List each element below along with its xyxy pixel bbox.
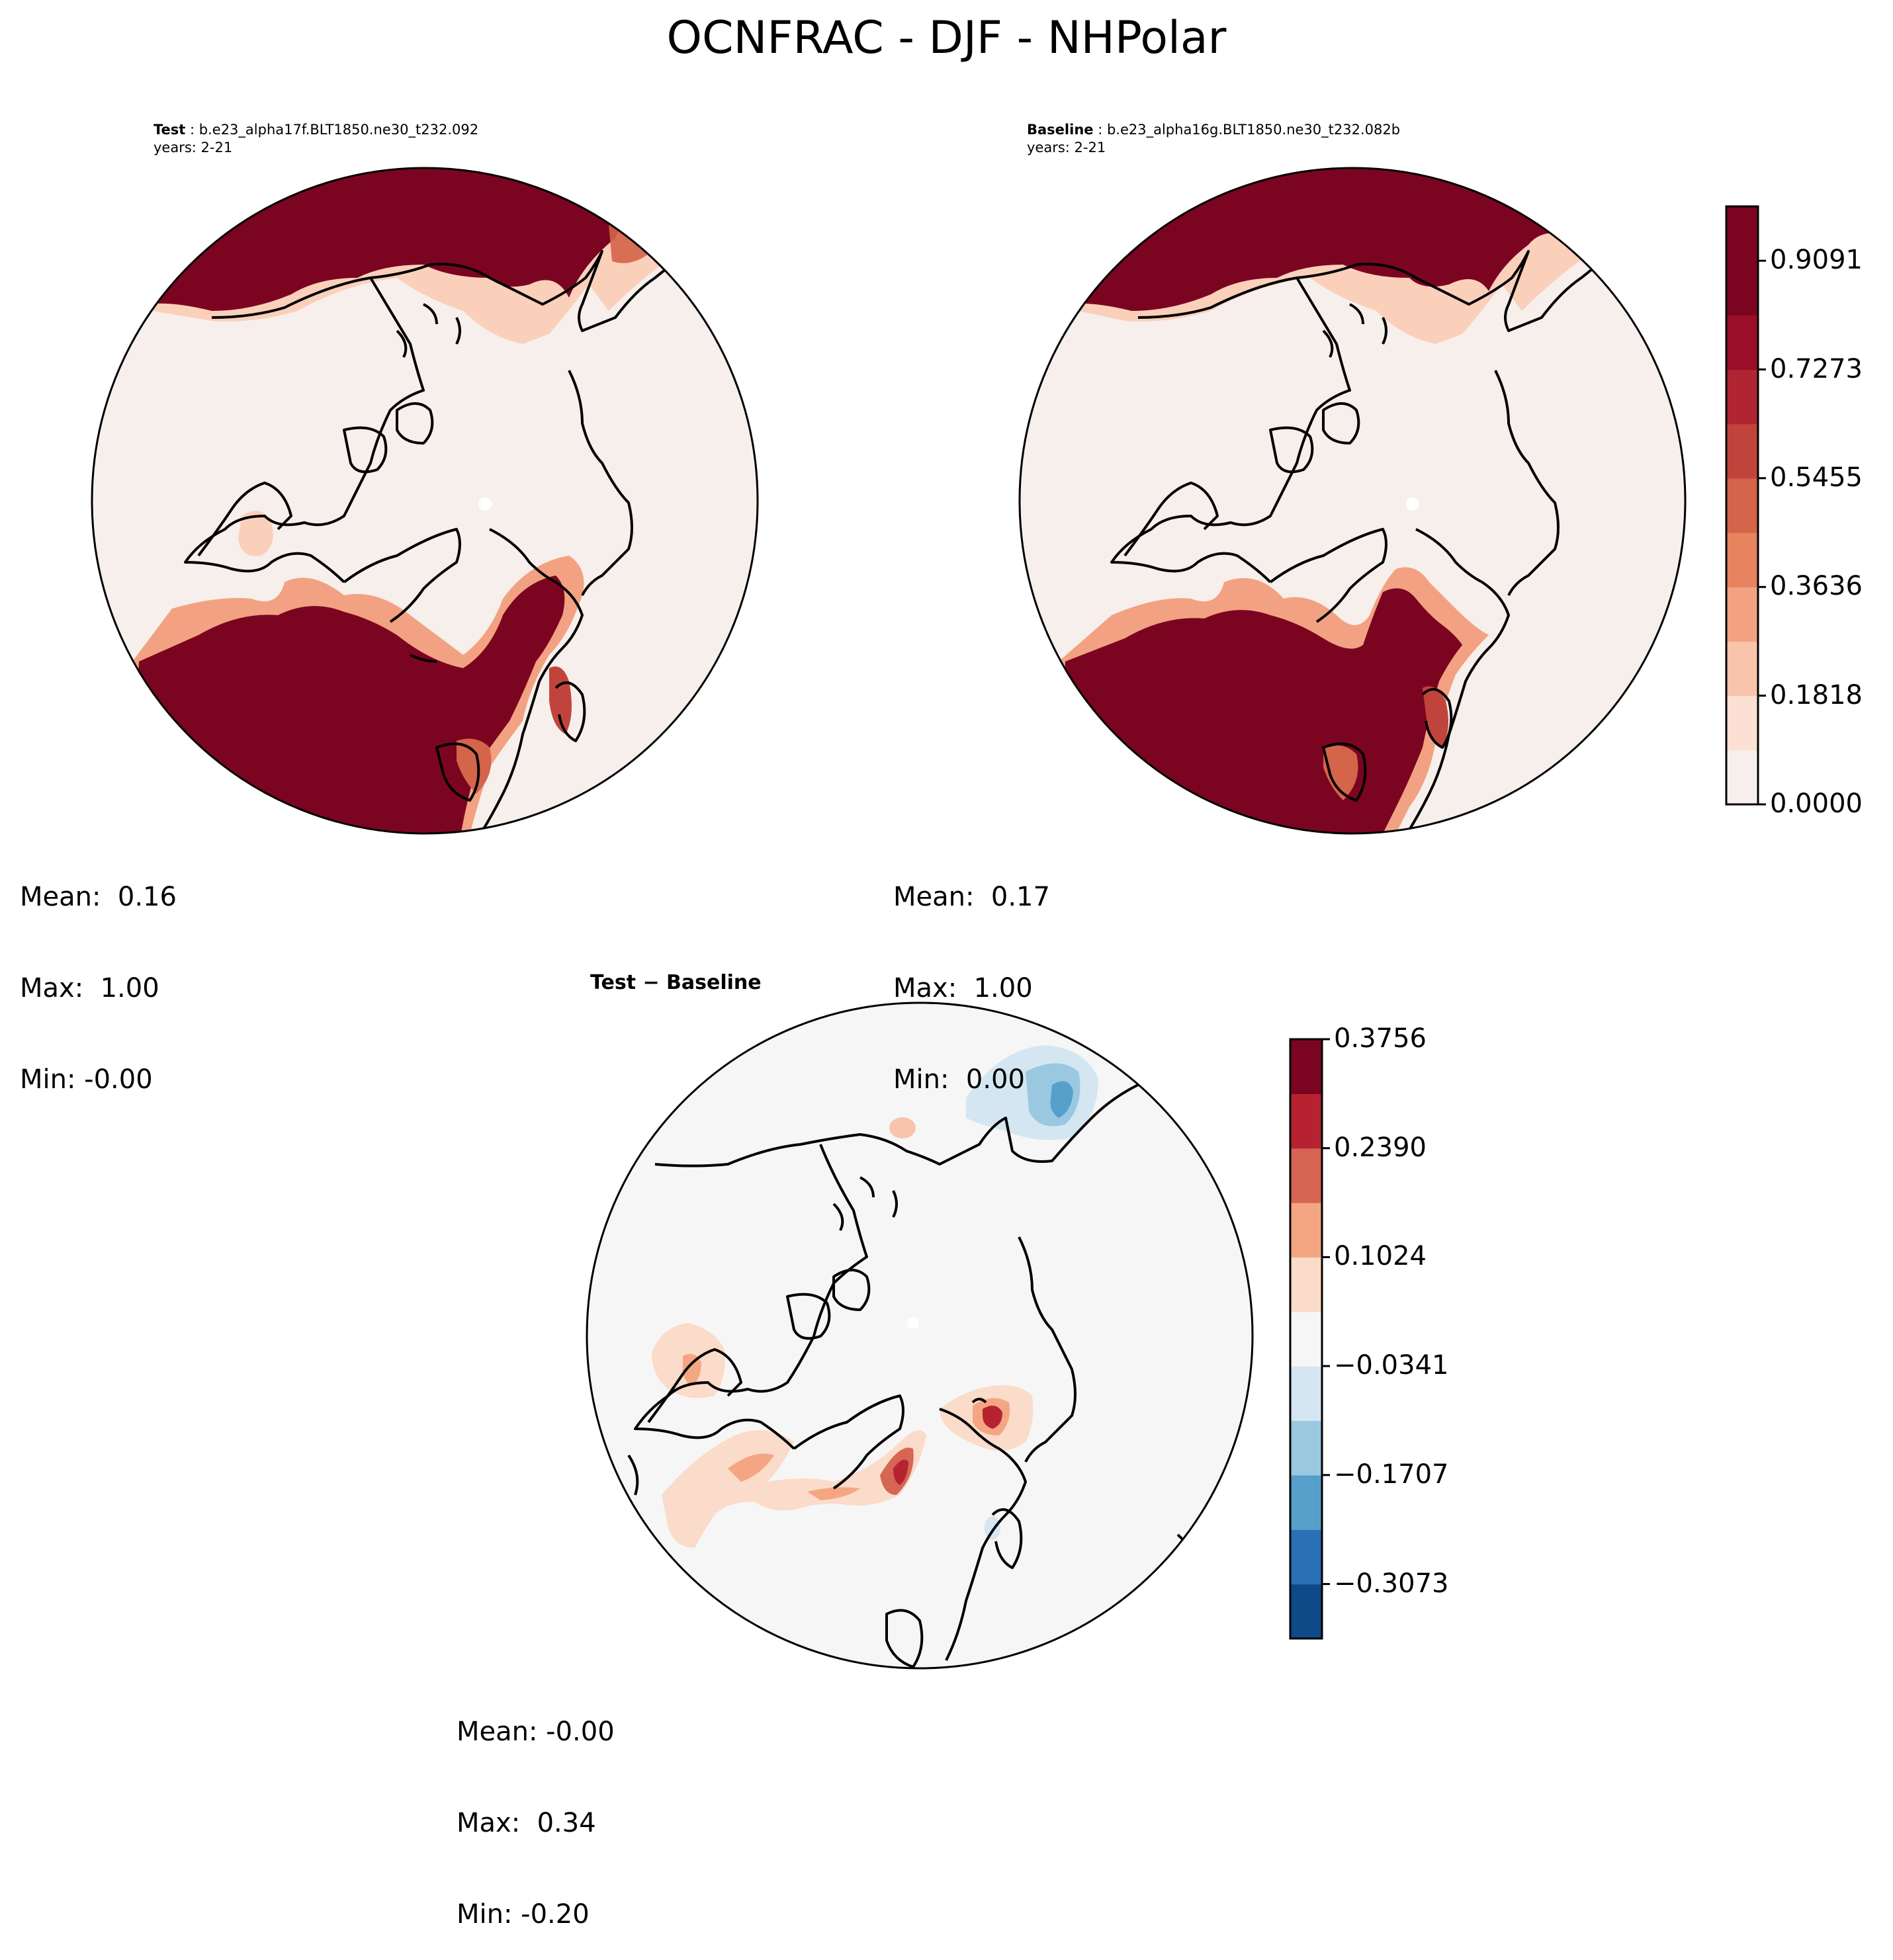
diff-max: Max: 0.34 bbox=[457, 1808, 596, 1838]
main-colorbar-tick-label: 0.9091 bbox=[1770, 245, 1863, 276]
main-colorbar-segment bbox=[1726, 533, 1758, 587]
diff-colorbar-segment bbox=[1290, 1203, 1322, 1258]
test-panel-title: Test : b.e23_alpha17f.BLT1850.ne30_t232.… bbox=[154, 121, 478, 139]
main-colorbar-frame bbox=[1725, 205, 1759, 806]
figure-canvas bbox=[91, 167, 1766, 1670]
diff-colorbar-segment bbox=[1290, 1148, 1322, 1203]
main-colorbar-segment bbox=[1726, 369, 1758, 425]
test-hudson-bay-shade bbox=[238, 511, 273, 556]
baseline-map bbox=[1018, 167, 1687, 835]
diff-coastlines bbox=[627, 1084, 1209, 1668]
baseline-mean: Mean: 0.17 bbox=[893, 882, 1050, 912]
diff-colorbar-segment bbox=[1290, 1039, 1322, 1094]
baseline-min: Min: 0.00 bbox=[893, 1064, 1025, 1095]
diff-stats: Mean: -0.00 Max: 0.34 Min: -0.20 bbox=[457, 1656, 615, 1960]
diff-positive-spot-north bbox=[889, 1117, 916, 1138]
main-colorbar-tick-label: 0.3636 bbox=[1770, 571, 1863, 602]
baseline-case-name: b.e23_alpha16g.BLT1850.ne30_t232.082b bbox=[1106, 122, 1401, 138]
main-colorbar-tick-label: 0.0000 bbox=[1770, 788, 1863, 819]
diff-colorbar-frame bbox=[1289, 1038, 1323, 1640]
test-label: Test bbox=[154, 122, 186, 138]
diff-atlantic-anomaly-band bbox=[662, 1430, 926, 1548]
diff-colorbar-tick-label: −0.3073 bbox=[1334, 1568, 1449, 1599]
diff-colorbar-tick-label: 0.1024 bbox=[1334, 1241, 1427, 1272]
baseline-baltic-shade bbox=[1423, 686, 1448, 747]
baseline-pole-marker bbox=[1406, 497, 1419, 511]
diff-mean: Mean: -0.00 bbox=[457, 1717, 615, 1747]
diff-atlantic-anomaly-peak bbox=[893, 1459, 908, 1485]
main-colorbar-segment bbox=[1726, 478, 1758, 533]
main-colorbar-tick-label: 0.5455 bbox=[1770, 462, 1863, 493]
main-colorbar-segment bbox=[1726, 695, 1758, 751]
main-colorbar-segment bbox=[1726, 641, 1758, 697]
figure-title: OCNFRAC - DJF - NHPolar bbox=[666, 12, 1227, 64]
baseline-separator: : bbox=[1093, 122, 1107, 138]
diff-colorbar-tick-label: 0.3756 bbox=[1334, 1023, 1427, 1054]
diff-hudson-anomaly-core bbox=[682, 1353, 701, 1386]
main-colorbar-tick-label: 0.7273 bbox=[1770, 353, 1863, 384]
diff-colorbar-segment bbox=[1290, 1257, 1322, 1312]
diff-colorbar bbox=[1289, 1038, 1330, 1640]
diff-min: Min: -0.20 bbox=[457, 1899, 590, 1930]
diff-barents-anomaly-core bbox=[983, 1406, 1002, 1429]
test-coastlines bbox=[184, 243, 732, 833]
diff-colorbar-segment bbox=[1290, 1584, 1322, 1639]
test-map bbox=[91, 167, 759, 835]
baseline-north-sea-shade bbox=[1323, 745, 1358, 800]
main-colorbar-segment bbox=[1726, 749, 1758, 805]
baseline-years: years: 2-21 bbox=[1027, 140, 1106, 155]
diff-negative-anomaly-core bbox=[1050, 1081, 1073, 1118]
main-colorbar-segment bbox=[1726, 206, 1758, 261]
baseline-stats: Mean: 0.17 Max: 1.00 Min: 0.00 bbox=[893, 821, 1050, 1125]
diff-colorbar-segment bbox=[1290, 1420, 1322, 1476]
test-mean: Mean: 0.16 bbox=[20, 882, 177, 912]
test-north-sea-shade bbox=[457, 738, 492, 794]
diff-atlantic-anomaly-mid bbox=[728, 1453, 860, 1500]
main-colorbar-tick-label: 0.1818 bbox=[1770, 679, 1863, 710]
main-colorbar-segment bbox=[1726, 423, 1758, 479]
diff-panel-title: Test − Baseline bbox=[590, 971, 762, 994]
test-bering-shade bbox=[609, 214, 661, 263]
diff-baltic-negative bbox=[985, 1516, 1000, 1540]
diff-map-background bbox=[587, 1003, 1253, 1668]
diff-pole-marker bbox=[907, 1317, 919, 1329]
test-years: years: 2-21 bbox=[154, 140, 233, 155]
diff-colorbar-segment bbox=[1290, 1529, 1322, 1585]
main-colorbar-segment bbox=[1726, 261, 1758, 316]
baseline-label: Baseline bbox=[1027, 122, 1094, 138]
test-separator: : bbox=[185, 122, 199, 138]
baseline-panel-title: Baseline : b.e23_alpha16g.BLT1850.ne30_t… bbox=[1027, 121, 1400, 139]
diff-map bbox=[586, 1001, 1254, 1670]
test-map-frame bbox=[91, 167, 759, 835]
diff-colorbar-segment bbox=[1290, 1093, 1322, 1149]
diff-colorbar-segment bbox=[1290, 1366, 1322, 1422]
diff-colorbar-tick-label: 0.2390 bbox=[1334, 1132, 1427, 1163]
main-colorbar-segment bbox=[1726, 587, 1758, 642]
test-stats: Mean: 0.16 Max: 1.00 Min: -0.00 bbox=[20, 821, 177, 1125]
test-pole-marker bbox=[478, 497, 492, 511]
test-case-name: b.e23_alpha17f.BLT1850.ne30_t232.092 bbox=[198, 122, 479, 138]
diff-colorbar-tick-label: −0.0341 bbox=[1334, 1350, 1449, 1381]
test-min: Min: -0.00 bbox=[20, 1064, 153, 1095]
diff-colorbar-tick-label: −0.1707 bbox=[1334, 1459, 1449, 1490]
diff-map-frame bbox=[586, 1001, 1254, 1670]
baseline-map-frame bbox=[1018, 167, 1687, 835]
diff-colorbar-segment bbox=[1290, 1311, 1322, 1367]
test-max: Max: 1.00 bbox=[20, 973, 159, 1003]
main-colorbar-segment bbox=[1726, 315, 1758, 370]
main-colorbar bbox=[1725, 205, 1766, 806]
baseline-max: Max: 1.00 bbox=[893, 973, 1033, 1003]
diff-colorbar-segment bbox=[1290, 1474, 1322, 1530]
